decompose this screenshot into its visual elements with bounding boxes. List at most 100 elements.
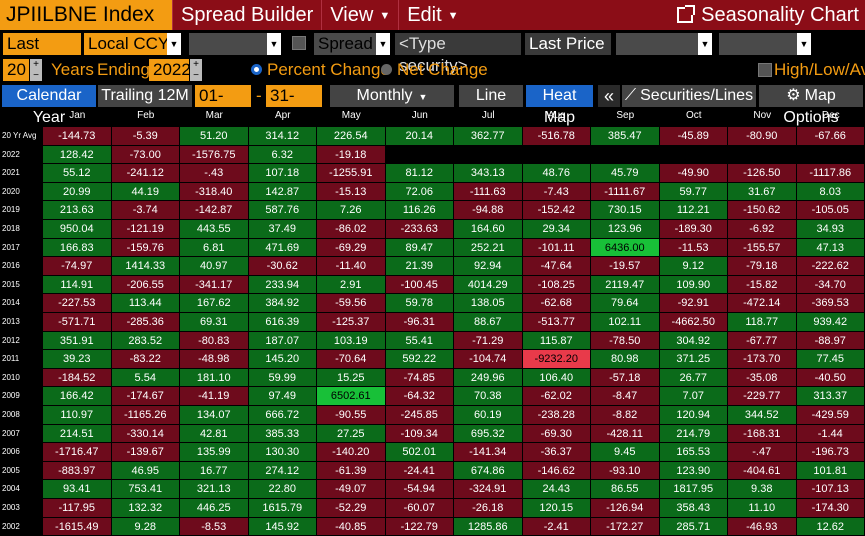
heat-map-cell[interactable]: -54.94 <box>386 480 455 499</box>
heat-map-cell[interactable]: 351.91 <box>43 332 112 351</box>
view-menu[interactable]: View▼ <box>321 0 398 30</box>
heat-map-cell[interactable]: -94.88 <box>454 201 523 220</box>
heat-map-cell[interactable]: -52.29 <box>317 499 386 518</box>
heat-map-cell[interactable]: -222.62 <box>797 257 865 276</box>
heat-map-cell[interactable]: 283.52 <box>112 332 181 351</box>
heat-map-cell[interactable]: 59.99 <box>249 369 318 388</box>
heat-map-cell[interactable]: -78.50 <box>591 332 660 351</box>
heat-map-cell[interactable] <box>523 146 592 165</box>
heat-map-cell[interactable]: 471.69 <box>249 239 318 258</box>
heat-map-cell[interactable]: -141.34 <box>454 443 523 462</box>
heat-map-cell[interactable]: -11.53 <box>660 239 729 258</box>
heat-map-cell[interactable]: 145.92 <box>249 518 318 536</box>
heat-map-cell[interactable]: 9.28 <box>112 518 181 536</box>
heat-map-cell[interactable]: 128.42 <box>43 146 112 165</box>
heat-map-cell[interactable]: 7.26 <box>317 201 386 220</box>
heat-map-cell[interactable]: -139.67 <box>112 443 181 462</box>
heat-map-cell[interactable]: 166.83 <box>43 239 112 258</box>
heat-map-cell[interactable] <box>591 146 660 165</box>
heat-map-cell[interactable]: -71.29 <box>454 332 523 351</box>
heat-map-cell[interactable]: -189.30 <box>660 220 729 239</box>
heat-map-cell[interactable]: 22.80 <box>249 480 318 499</box>
heat-map-cell[interactable]: -62.68 <box>523 294 592 313</box>
heat-map-cell[interactable]: 1817.95 <box>660 480 729 499</box>
heat-map-cell[interactable]: -513.77 <box>523 313 592 332</box>
edit-menu[interactable]: Edit▼ <box>398 0 466 30</box>
heat-map-cell[interactable]: 6.81 <box>180 239 249 258</box>
heat-map-cell[interactable]: 344.52 <box>728 406 797 425</box>
heat-map-cell[interactable]: -196.73 <box>797 443 865 462</box>
heat-map-cell[interactable]: -105.05 <box>797 201 865 220</box>
heat-map-cell[interactable]: 226.54 <box>317 127 386 146</box>
heat-map-cell[interactable]: -144.73 <box>43 127 112 146</box>
heat-map-cell[interactable]: 46.95 <box>112 462 181 481</box>
heat-map-cell[interactable]: 72.06 <box>386 183 455 202</box>
heat-map-cell[interactable]: 135.99 <box>180 443 249 462</box>
empty-select[interactable]: ▼ <box>189 33 281 55</box>
heat-map-cell[interactable]: -1615.49 <box>43 518 112 536</box>
heat-map-cell[interactable]: -318.40 <box>180 183 249 202</box>
heat-map-cell[interactable]: -24.41 <box>386 462 455 481</box>
heat-map-cell[interactable]: 92.94 <box>454 257 523 276</box>
heat-map-cell[interactable]: -8.47 <box>591 387 660 406</box>
heat-map-cell[interactable]: -126.94 <box>591 499 660 518</box>
heat-map-cell[interactable]: 20.99 <box>43 183 112 202</box>
heat-map-cell[interactable]: -36.37 <box>523 443 592 462</box>
heat-map-cell[interactable]: -159.76 <box>112 239 181 258</box>
heat-map-cell[interactable]: -1117.86 <box>797 164 865 183</box>
heat-map-cell[interactable]: 93.41 <box>43 480 112 499</box>
heat-map-cell[interactable]: -571.71 <box>43 313 112 332</box>
heat-map-cell[interactable]: 165.53 <box>660 443 729 462</box>
heat-map-cell[interactable]: -324.91 <box>454 480 523 499</box>
heat-map-cell[interactable]: 69.31 <box>180 313 249 332</box>
heat-map-cell[interactable]: 106.40 <box>523 369 592 388</box>
heat-map-cell[interactable]: -122.79 <box>386 518 455 536</box>
heat-map-cell[interactable]: -1576.75 <box>180 146 249 165</box>
heat-map-cell[interactable]: -8.82 <box>591 406 660 425</box>
heat-map-cell[interactable]: 2119.47 <box>591 276 660 295</box>
heat-map-cell[interactable]: -184.52 <box>43 369 112 388</box>
heat-map-cell[interactable]: 730.15 <box>591 201 660 220</box>
heat-map-cell[interactable]: -1165.26 <box>112 406 181 425</box>
heat-map-cell[interactable]: 134.07 <box>180 406 249 425</box>
heat-map-cell[interactable]: -1111.67 <box>591 183 660 202</box>
heat-map-cell[interactable]: -4662.50 <box>660 313 729 332</box>
heat-map-cell[interactable]: 118.77 <box>728 313 797 332</box>
period-select[interactable]: Monthly▼ <box>330 85 454 107</box>
heat-map-cell[interactable]: -62.02 <box>523 387 592 406</box>
heat-map-cell[interactable]: 59.77 <box>660 183 729 202</box>
heat-map-cell[interactable]: 48.76 <box>523 164 592 183</box>
heat-map-cell[interactable]: 666.72 <box>249 406 318 425</box>
heat-map-cell[interactable]: -59.56 <box>317 294 386 313</box>
heat-map-cell[interactable]: -74.97 <box>43 257 112 276</box>
heat-map-cell[interactable]: -93.10 <box>591 462 660 481</box>
heat-map-cell[interactable]: 80.98 <box>591 350 660 369</box>
heat-map-cell[interactable]: -100.45 <box>386 276 455 295</box>
heat-map-cell[interactable]: 695.32 <box>454 425 523 444</box>
heat-map-cell[interactable]: -472.14 <box>728 294 797 313</box>
heat-map-cell[interactable]: -516.78 <box>523 127 592 146</box>
heat-map-cell[interactable]: -40.50 <box>797 369 865 388</box>
heat-map-cell[interactable]: 362.77 <box>454 127 523 146</box>
heat-map-cell[interactable]: -41.19 <box>180 387 249 406</box>
net-change-radio[interactable] <box>381 64 392 75</box>
heat-map-cell[interactable]: -429.59 <box>797 406 865 425</box>
heat-map-cell[interactable]: -64.32 <box>386 387 455 406</box>
heat-map-cell[interactable]: -86.02 <box>317 220 386 239</box>
heat-map-cell[interactable]: -6.92 <box>728 220 797 239</box>
heat-map-cell[interactable]: 60.19 <box>454 406 523 425</box>
heat-map-cell[interactable]: -3.74 <box>112 201 181 220</box>
heat-map-cell[interactable]: -152.42 <box>523 201 592 220</box>
heat-map-cell[interactable]: -172.27 <box>591 518 660 536</box>
heat-map-cell[interactable]: -2.41 <box>523 518 592 536</box>
heat-map-cell[interactable]: 81.12 <box>386 164 455 183</box>
heat-map-cell[interactable]: 47.13 <box>797 239 865 258</box>
heat-map-cell[interactable]: -146.62 <box>523 462 592 481</box>
heat-map-cell[interactable]: 187.07 <box>249 332 318 351</box>
heat-map-cell[interactable]: 88.67 <box>454 313 523 332</box>
heat-map-cell[interactable]: 34.93 <box>797 220 865 239</box>
heat-map-cell[interactable]: 45.79 <box>591 164 660 183</box>
heat-map-cell[interactable]: 142.87 <box>249 183 318 202</box>
years-input[interactable]: 20 <box>3 59 29 81</box>
heat-map-cell[interactable]: 39.23 <box>43 350 112 369</box>
